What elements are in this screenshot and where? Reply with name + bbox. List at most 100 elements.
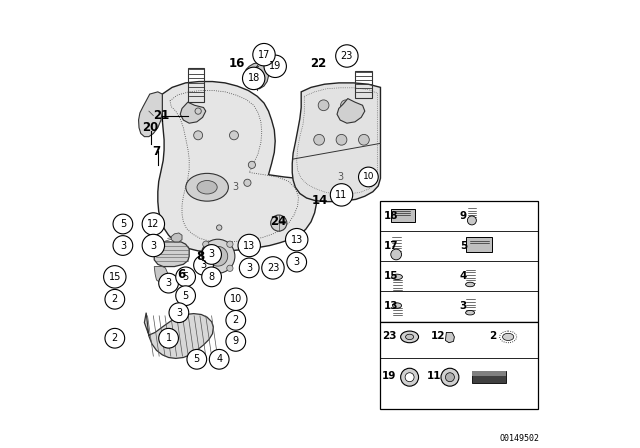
Circle shape [238, 234, 260, 257]
Text: 13: 13 [383, 301, 398, 310]
Bar [188, 68, 204, 102]
Text: 3: 3 [246, 263, 252, 273]
Circle shape [113, 214, 132, 234]
Text: 23: 23 [382, 331, 396, 341]
Polygon shape [154, 267, 168, 284]
Circle shape [405, 373, 414, 382]
Ellipse shape [406, 334, 413, 340]
Text: 12: 12 [147, 219, 159, 229]
Circle shape [226, 310, 246, 330]
Text: 15: 15 [109, 272, 121, 282]
Circle shape [195, 108, 201, 114]
Circle shape [216, 225, 222, 230]
Ellipse shape [392, 274, 403, 280]
Circle shape [271, 215, 287, 231]
Text: 23: 23 [267, 263, 279, 273]
Text: 5: 5 [120, 219, 126, 229]
Text: 8: 8 [196, 250, 204, 263]
Polygon shape [292, 83, 380, 202]
Text: 4: 4 [216, 354, 222, 364]
Polygon shape [445, 332, 454, 343]
Text: 10: 10 [363, 172, 374, 181]
Circle shape [358, 167, 378, 187]
Text: 2: 2 [490, 331, 497, 341]
Text: 1: 1 [166, 333, 172, 343]
Text: 14: 14 [312, 194, 328, 207]
Circle shape [159, 273, 179, 293]
Text: 5: 5 [182, 272, 189, 282]
Text: 20: 20 [141, 121, 158, 134]
Text: 17: 17 [383, 241, 398, 250]
Circle shape [467, 216, 476, 225]
Circle shape [264, 55, 287, 78]
Circle shape [401, 368, 419, 386]
Polygon shape [154, 242, 189, 267]
Circle shape [176, 286, 195, 306]
Polygon shape [145, 313, 213, 358]
Circle shape [142, 213, 164, 235]
Circle shape [194, 131, 203, 140]
Circle shape [208, 246, 228, 266]
Circle shape [142, 234, 164, 257]
Circle shape [287, 252, 307, 272]
Ellipse shape [401, 331, 419, 343]
Circle shape [243, 67, 265, 90]
Polygon shape [337, 99, 365, 123]
Circle shape [226, 332, 246, 351]
Polygon shape [180, 102, 206, 123]
Text: 7: 7 [152, 145, 161, 158]
Bar [472, 371, 506, 376]
FancyBboxPatch shape [391, 209, 415, 222]
Circle shape [230, 131, 239, 140]
Circle shape [194, 255, 213, 275]
Circle shape [227, 241, 233, 247]
Text: 3: 3 [120, 241, 126, 250]
Text: 8: 8 [209, 272, 214, 282]
Text: 22: 22 [310, 57, 326, 70]
Circle shape [314, 134, 324, 145]
Bar [355, 71, 372, 98]
Circle shape [105, 289, 125, 309]
Text: O0149502: O0149502 [499, 434, 540, 443]
Text: 2: 2 [112, 294, 118, 304]
Text: 15: 15 [383, 271, 398, 280]
Text: 2: 2 [112, 333, 118, 343]
Bar [472, 371, 506, 383]
Circle shape [285, 228, 308, 251]
Bar [380, 201, 538, 322]
Circle shape [227, 265, 233, 271]
Polygon shape [139, 92, 163, 137]
Text: 3: 3 [166, 278, 172, 288]
Circle shape [336, 45, 358, 67]
Polygon shape [172, 233, 182, 242]
Ellipse shape [392, 303, 401, 308]
Circle shape [203, 265, 209, 271]
Polygon shape [158, 82, 316, 252]
Text: 24: 24 [271, 215, 287, 228]
Text: 17: 17 [258, 50, 270, 60]
Polygon shape [246, 63, 269, 89]
Text: 11: 11 [335, 190, 348, 200]
Ellipse shape [465, 282, 475, 287]
Circle shape [358, 134, 369, 145]
Circle shape [159, 328, 179, 348]
Text: 5: 5 [182, 291, 189, 301]
Text: 3: 3 [460, 301, 467, 310]
Text: 6: 6 [177, 267, 185, 281]
Text: 13: 13 [243, 241, 255, 250]
Circle shape [105, 328, 125, 348]
FancyBboxPatch shape [466, 237, 493, 252]
Text: 18: 18 [248, 73, 260, 83]
Text: 3: 3 [200, 260, 207, 270]
Circle shape [248, 161, 255, 168]
Text: 3: 3 [337, 172, 343, 182]
Text: 3: 3 [294, 257, 300, 267]
Text: 9: 9 [460, 211, 467, 221]
Circle shape [262, 257, 284, 279]
Circle shape [225, 288, 247, 310]
Text: 16: 16 [229, 57, 245, 70]
Circle shape [340, 100, 351, 111]
Circle shape [203, 241, 209, 247]
Text: 19: 19 [269, 61, 282, 71]
Text: 11: 11 [427, 371, 441, 381]
